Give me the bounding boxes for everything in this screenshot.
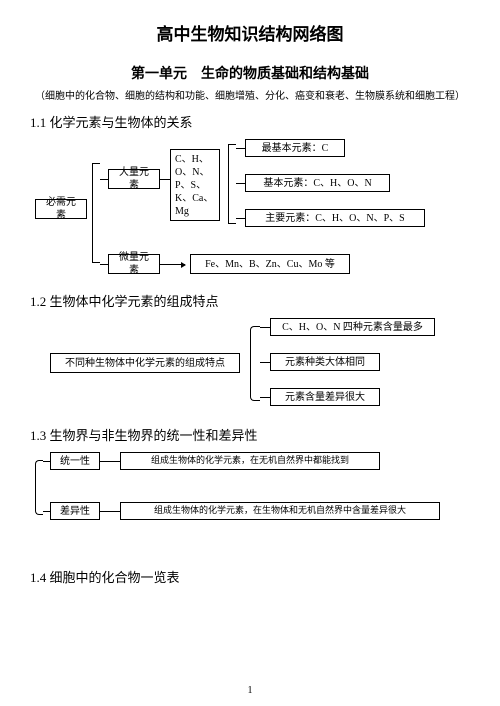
d2-bracket — [250, 326, 260, 401]
d3-item-1-text: 组成生物体的化学元素，在无机自然界中都能找到 — [120, 452, 380, 470]
diagram-1-2: 不同种生物体中化学元素的组成特点 C、H、O、N 四种元素含量最多 元素种类大体… — [30, 318, 470, 413]
d2-item-2: 元素种类大体相同 — [270, 353, 380, 371]
d3-line-1b — [100, 461, 120, 462]
d2-line-1 — [260, 327, 270, 328]
d3-item-2-text: 组成生物体的化学元素，在生物体和无机自然界中含量差异很大 — [120, 502, 440, 520]
d2-root-box: 不同种生物体中化学元素的组成特点 — [50, 353, 240, 373]
bracket-1 — [92, 163, 100, 263]
diagram-1-3: 统一性 组成生物体的化学元素，在无机自然界中都能找到 差异性 组成生物体的化学元… — [30, 452, 470, 527]
d2-item-1: C、H、O、N 四种元素含量最多 — [270, 318, 435, 336]
diagram-1-1: 必需元素 大量元素 C、H、O、N、P、S、K、Ca、Mg 最基本元素：C 基本… — [30, 139, 470, 279]
sub-1-box: 最基本元素：C — [245, 139, 345, 157]
branch-2-box: 微量元素 — [108, 254, 160, 274]
d3-item-2-label: 差异性 — [50, 502, 100, 520]
section-1-2-title: 1.2 生物体中化学元素的组成特点 — [30, 291, 470, 310]
sub-3-box: 主要元素：C、H、O、N、P、S — [245, 209, 425, 227]
bracket-2 — [228, 144, 236, 224]
line-b2 — [100, 264, 108, 265]
line-s1 — [236, 148, 245, 149]
d2-item-3: 元素含量差异很大 — [270, 388, 380, 406]
d2-line-2 — [260, 362, 270, 363]
d3-line-1a — [43, 461, 50, 462]
line-1 — [100, 179, 108, 180]
section-1-1-title: 1.1 化学元素与生物体的关系 — [30, 112, 470, 131]
sub-2-box: 基本元素：C、H、O、N — [245, 174, 390, 192]
arrow-trace — [160, 264, 185, 265]
d3-line-2b — [100, 511, 120, 512]
d2-line-3 — [260, 397, 270, 398]
root-box: 必需元素 — [35, 199, 87, 219]
branch-1-box: 大量元素 — [108, 169, 160, 189]
elements-list-box: C、H、O、N、P、S、K、Ca、Mg — [170, 149, 220, 221]
main-title: 高中生物知识结构网络图 — [30, 20, 470, 45]
trace-box: Fe、Mn、B、Zn、Cu、Mo 等 — [190, 254, 350, 274]
line-2 — [160, 179, 170, 180]
unit-title: 第一单元 生命的物质基础和结构基础 — [30, 63, 470, 83]
page-number: 1 — [0, 685, 500, 696]
line-s3 — [236, 218, 245, 219]
d3-item-1-label: 统一性 — [50, 452, 100, 470]
d3-line-2a — [43, 511, 50, 512]
d3-bracket — [35, 460, 43, 515]
unit-subtitle: （细胞中的化合物、细胞的结构和功能、细胞增殖、分化、癌变和衰老、生物膜系统和细胞… — [30, 87, 470, 102]
line-s2 — [236, 183, 245, 184]
section-1-4-title: 1.4 细胞中的化合物一览表 — [30, 567, 470, 586]
section-1-3-title: 1.3 生物界与非生物界的统一性和差异性 — [30, 425, 470, 444]
